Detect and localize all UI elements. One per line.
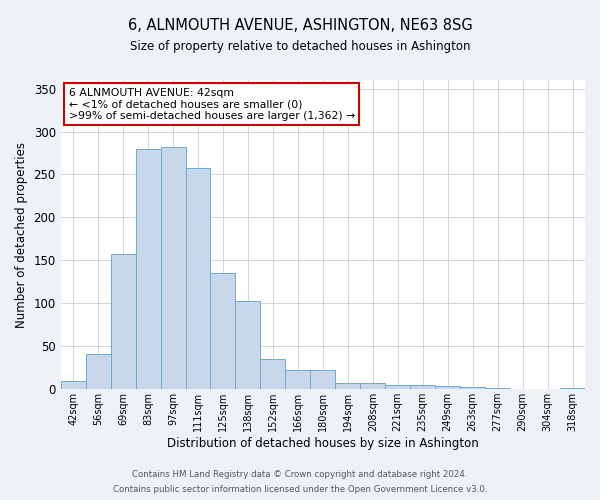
Bar: [410, 385, 435, 389]
Text: Size of property relative to detached houses in Ashington: Size of property relative to detached ho…: [130, 40, 470, 53]
Bar: [335, 383, 360, 389]
Text: Contains HM Land Registry data © Crown copyright and database right 2024.: Contains HM Land Registry data © Crown c…: [132, 470, 468, 479]
Bar: [235, 300, 260, 389]
Bar: [185, 168, 211, 389]
Bar: [310, 370, 335, 389]
Bar: [136, 148, 161, 389]
Y-axis label: Number of detached properties: Number of detached properties: [15, 142, 28, 328]
Bar: [360, 383, 385, 389]
Bar: [286, 370, 310, 389]
X-axis label: Distribution of detached houses by size in Ashington: Distribution of detached houses by size …: [167, 437, 479, 450]
Bar: [560, 388, 585, 389]
Text: 6, ALNMOUTH AVENUE, ASHINGTON, NE63 8SG: 6, ALNMOUTH AVENUE, ASHINGTON, NE63 8SG: [128, 18, 472, 32]
Bar: [86, 354, 110, 389]
Bar: [460, 388, 485, 389]
Bar: [385, 385, 410, 389]
Text: 6 ALNMOUTH AVENUE: 42sqm
← <1% of detached houses are smaller (0)
>99% of semi-d: 6 ALNMOUTH AVENUE: 42sqm ← <1% of detach…: [68, 88, 355, 121]
Bar: [161, 147, 185, 389]
Bar: [211, 273, 235, 389]
Bar: [485, 388, 510, 389]
Text: Contains public sector information licensed under the Open Government Licence v3: Contains public sector information licen…: [113, 485, 487, 494]
Bar: [61, 380, 86, 389]
Bar: [110, 254, 136, 389]
Bar: [435, 386, 460, 389]
Bar: [260, 359, 286, 389]
